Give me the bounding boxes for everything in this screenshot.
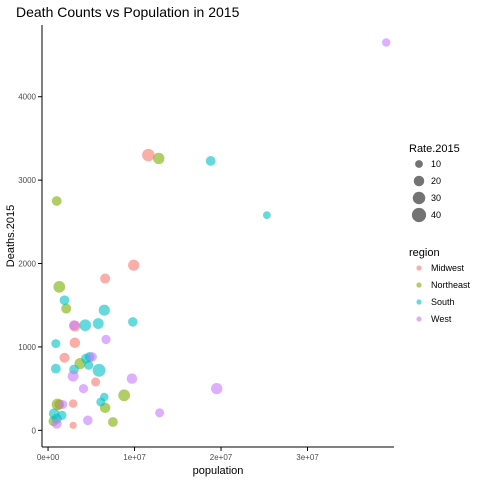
data-point-northeast (53, 280, 66, 293)
data-point-south (50, 363, 61, 374)
x-tick-label: 0e+00 (37, 453, 60, 462)
data-point-south (96, 397, 106, 407)
data-point-west (67, 370, 79, 382)
color-legend-label: Midwest (431, 263, 465, 273)
data-point-northeast (118, 389, 131, 402)
data-point-south (205, 156, 216, 166)
y-axis-ticks: 0 1000 2000 3000 4000 (18, 93, 42, 435)
size-legend: Rate.2015 10 20 30 40 (409, 143, 460, 223)
y-tick-label: 3000 (18, 176, 36, 185)
data-point-northeast (51, 196, 62, 206)
data-point-west (126, 373, 138, 384)
data-point-south (84, 360, 94, 370)
size-legend-label: 40 (431, 210, 441, 220)
plot-points (48, 38, 391, 429)
data-point-south (92, 318, 104, 330)
data-point-south (128, 317, 138, 327)
x-tick-label: 2e+07 (210, 453, 233, 462)
data-point-west (381, 38, 391, 47)
y-tick-label: 0 (32, 426, 37, 435)
data-point-west (87, 352, 97, 362)
size-legend-key (411, 207, 427, 223)
data-point-west (68, 320, 80, 331)
data-point-midwest (100, 273, 111, 284)
color-legend-key (416, 265, 422, 271)
data-point-west (51, 418, 62, 429)
y-tick-label: 4000 (18, 93, 36, 102)
data-point-south (98, 304, 110, 316)
size-legend-label: 10 (431, 159, 441, 169)
data-point-midwest (128, 259, 140, 271)
size-legend-title: Rate.2015 (409, 143, 460, 155)
data-point-west (211, 382, 223, 395)
data-point-midwest (91, 377, 101, 387)
data-point-west (101, 334, 111, 345)
color-legend-key (416, 299, 422, 305)
x-axis-ticks: 0e+00 1e+07 2e+07 3e+07 (37, 447, 319, 462)
data-point-south (262, 211, 271, 220)
data-point-midwest (142, 148, 155, 162)
data-point-south (79, 319, 92, 332)
data-point-northeast (61, 303, 72, 314)
data-point-west (83, 415, 93, 426)
size-legend-key (412, 191, 426, 205)
color-legend-key (416, 316, 422, 322)
data-point-northeast (153, 152, 165, 165)
x-axis-label: population (193, 465, 244, 477)
data-point-west (155, 408, 165, 418)
x-tick-label: 3e+07 (296, 453, 319, 462)
x-tick-label: 1e+07 (123, 453, 146, 462)
chart-title: Death Counts vs Population in 2015 (16, 4, 240, 20)
color-legend-key (416, 282, 422, 288)
data-point-south (92, 363, 106, 377)
size-legend-label: 30 (431, 193, 441, 203)
y-axis-label: Deaths.2015 (5, 205, 17, 267)
data-point-south (59, 295, 70, 306)
size-legend-key (413, 175, 425, 187)
y-tick-label: 1000 (18, 343, 36, 352)
data-point-northeast (108, 417, 118, 427)
data-point-midwest (59, 352, 70, 363)
data-point-midwest (69, 337, 81, 349)
data-point-midwest (69, 421, 77, 429)
data-point-west (58, 399, 68, 409)
color-legend-label: Northeast (431, 280, 471, 290)
y-tick-label: 2000 (18, 260, 36, 269)
color-legend-label: South (431, 297, 455, 307)
color-legend: region Midwest Northeast South West (409, 247, 471, 324)
color-legend-title: region (409, 247, 440, 259)
data-point-midwest (68, 399, 78, 408)
size-legend-key (415, 160, 423, 168)
color-legend-label: West (431, 314, 452, 324)
size-legend-label: 20 (431, 176, 441, 186)
data-point-west (78, 383, 89, 394)
data-point-south (51, 339, 61, 349)
